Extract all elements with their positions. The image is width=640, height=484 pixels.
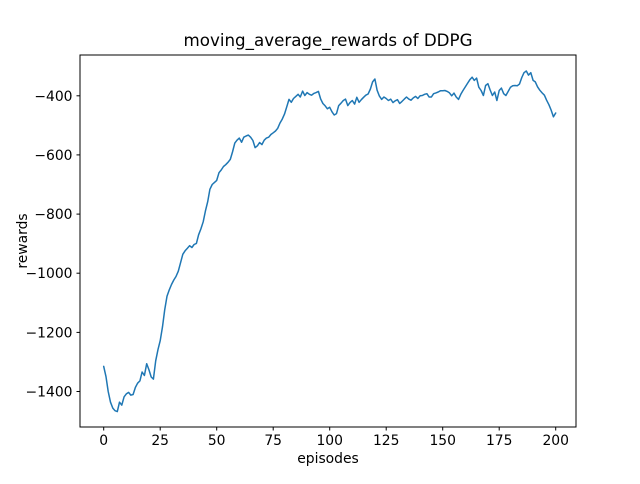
line-layer: [102, 70, 557, 413]
x-tick-label: 0: [99, 433, 108, 449]
y-tick-label: −1200: [26, 325, 73, 341]
x-tick-label: 175: [486, 433, 513, 449]
tick-layer: 0 25 50 75 100 125 150 175 200 −400 −600 −800 −1000 −…: [26, 89, 569, 449]
y-tick-label: −1400: [26, 385, 73, 401]
x-tick-label: 150: [429, 433, 456, 449]
x-tick-label: 125: [373, 433, 400, 449]
reward-line: [102, 70, 557, 413]
x-tick-label: 50: [208, 433, 226, 449]
x-axis-label: episodes: [297, 451, 359, 467]
x-tick-label: 100: [316, 433, 343, 449]
x-tick-label: 75: [264, 433, 282, 449]
y-axis-label: rewards: [15, 213, 31, 268]
axes-spines: [79, 54, 577, 428]
y-tick-label: −600: [34, 148, 72, 164]
plot-area: [80, 55, 576, 427]
y-tick-label: −1000: [26, 266, 73, 282]
x-tick-label: 25: [151, 433, 169, 449]
y-tick-label: −800: [34, 207, 72, 223]
chart-title: moving_average_rewards of DDPG: [183, 30, 472, 51]
y-tick-label: −400: [34, 89, 72, 105]
x-tick-label: 200: [542, 433, 569, 449]
